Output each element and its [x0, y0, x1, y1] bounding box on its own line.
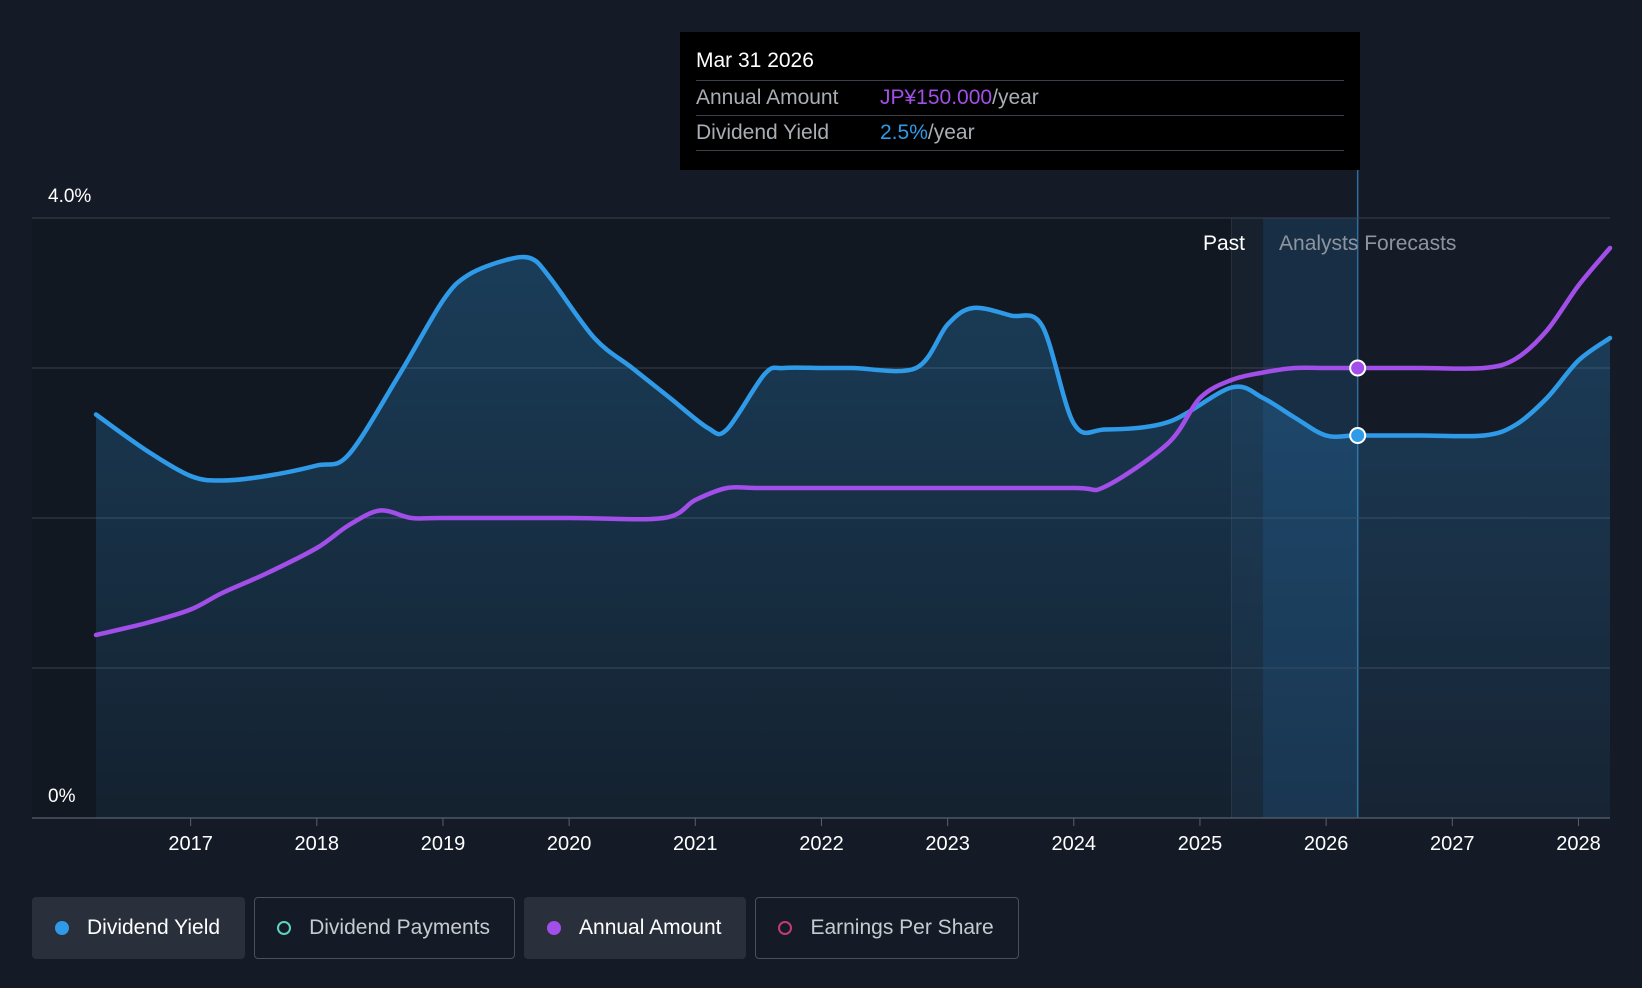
legend-annual-amount-button[interactable]: Annual Amount: [524, 897, 747, 959]
x-tick-label: 2017: [168, 833, 213, 855]
x-tick-label: 2021: [673, 833, 718, 855]
x-tick-label: 2028: [1556, 833, 1601, 855]
dividend-yield-marker: [1349, 427, 1367, 444]
tooltip-suffix: /year: [927, 121, 975, 144]
tooltip-date: Mar 31 2026: [696, 46, 1344, 81]
annual-amount-marker: [1349, 359, 1367, 377]
x-tick-label: 2026: [1304, 833, 1349, 855]
tooltip-value: JP¥150.000: [880, 86, 993, 109]
forecast-label: Analysts Forecasts: [1279, 232, 1456, 255]
chart-tooltip: Mar 31 2026 Annual Amount JP¥150.000 /ye…: [680, 32, 1360, 170]
filled-circle-icon: [55, 921, 69, 935]
tooltip-label: Dividend Yield: [696, 121, 830, 144]
dividend-yield-line[interactable]: [93, 254, 1613, 483]
tooltip-suffix: /year: [992, 86, 1039, 109]
x-tick-label: 2018: [295, 833, 340, 855]
legend-dividend-yield-button[interactable]: Dividend Yield: [32, 897, 246, 959]
markers-layer: [1349, 359, 1367, 444]
text-layer: 4.0% 0% 2017 2018 2019 2020 2021 2022 2023 2024 20…: [48, 186, 1601, 855]
x-tick-label: 2019: [421, 833, 466, 855]
legend-label: Annual Amount: [579, 916, 722, 939]
legend-earnings-per-share-button[interactable]: Earnings Per Share: [755, 897, 1019, 959]
x-tick-label: 2022: [799, 833, 844, 855]
lines-layer[interactable]: [93, 245, 1613, 638]
legend-label: Dividend Yield: [87, 916, 221, 939]
tooltip-row-dividend-yield: Dividend Yield 2.5% /year: [696, 116, 1344, 151]
tooltip-row-annual-amount: Annual Amount JP¥150.000 /year: [696, 81, 1344, 116]
tooltip-value: 2.5%: [880, 121, 928, 144]
past-label: Past: [1203, 232, 1245, 255]
hollow-circle-icon: [277, 921, 292, 935]
y-tick-label: 0%: [48, 786, 76, 807]
x-tick-label: 2023: [925, 833, 970, 855]
x-tick-label: 2027: [1430, 833, 1475, 855]
y-tick-label: 4.0%: [48, 186, 91, 207]
annual-amount-line[interactable]: [93, 245, 1613, 638]
x-tick-label: 2024: [1052, 833, 1097, 855]
legend-dividend-payments-button[interactable]: Dividend Payments: [254, 897, 516, 959]
filled-circle-icon: [547, 921, 562, 935]
dividend-yield-area: [96, 257, 1610, 819]
x-tick-label: 2020: [547, 833, 592, 855]
tooltip-label: Annual Amount: [696, 86, 839, 109]
legend-label: Earnings Per Share: [810, 916, 994, 939]
area-layer: [96, 257, 1610, 819]
x-tick-label: 2025: [1178, 833, 1223, 855]
legend-label: Dividend Payments: [309, 916, 491, 939]
hollow-circle-icon: [778, 921, 793, 935]
chart-legend: Dividend Yield Dividend Payments Annual …: [32, 897, 1019, 959]
